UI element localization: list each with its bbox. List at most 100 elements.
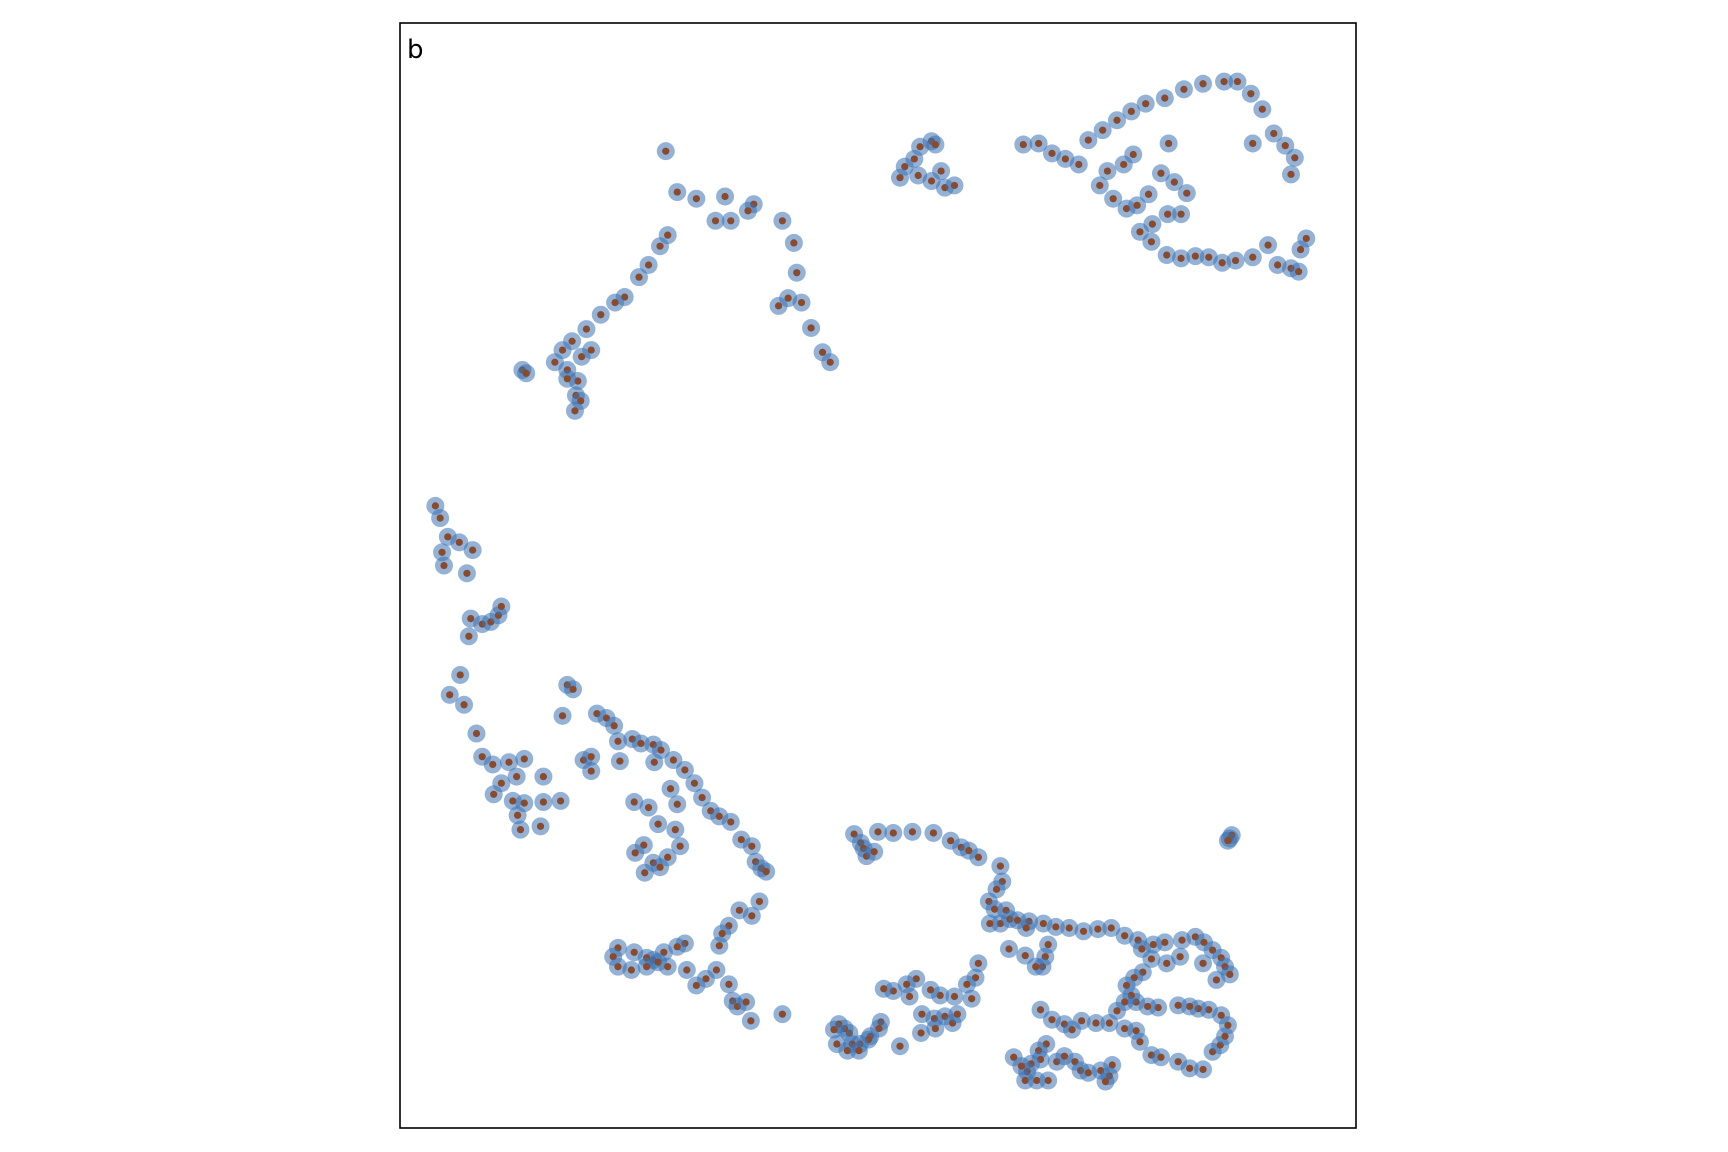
scatter-point-core	[950, 181, 959, 190]
scatter-point-core	[1084, 136, 1092, 144]
scatter-point-core	[889, 829, 897, 837]
scatter-point-core	[1212, 976, 1221, 984]
scatter-point-core	[947, 837, 955, 845]
scatter-point-core	[1065, 924, 1073, 932]
scatter-point-core	[1099, 126, 1107, 134]
scatter-point-core	[505, 758, 513, 766]
scatter-point-core	[558, 346, 567, 354]
scatter-point-core	[926, 986, 935, 994]
scatter-point-core	[478, 753, 486, 761]
cluster-G	[604, 892, 792, 1030]
scatter-point-core	[1120, 160, 1128, 169]
scatter-point-core	[1176, 953, 1184, 961]
scatter-point-core	[469, 546, 477, 554]
scatter-point-core	[778, 217, 787, 225]
scatter-point-core	[1258, 105, 1266, 113]
scatter-point-core	[587, 753, 595, 761]
scatter-point-core	[790, 239, 798, 247]
scatter-point-core	[536, 822, 545, 830]
scatter-point-core	[1287, 170, 1295, 178]
scatter-point-core	[1035, 139, 1043, 148]
scatter-point-core	[456, 671, 464, 679]
scatter-point-core	[692, 195, 700, 203]
cluster-A	[656, 142, 840, 372]
scatter-point-core	[616, 757, 624, 765]
scatter-point-core	[1164, 210, 1172, 218]
scatter-point-core	[1113, 116, 1121, 124]
scatter-point-core	[671, 826, 679, 834]
scatter-point-core	[1281, 142, 1289, 150]
scatter-point-core	[614, 737, 622, 745]
scatter-point-core	[1199, 1065, 1207, 1074]
scatter-point-core	[1021, 1076, 1029, 1085]
scatter-point-core	[551, 358, 559, 366]
scatter-point-core	[666, 785, 675, 793]
cluster-C	[890, 132, 964, 197]
scatter-point-core	[784, 294, 792, 302]
scatter-point-core	[631, 849, 639, 857]
scatter-point-core	[1226, 970, 1234, 979]
scatter-point-core	[1103, 167, 1112, 175]
scatter-point-core	[1221, 1032, 1229, 1040]
scatter-point-core	[1017, 1062, 1025, 1070]
plot-frame	[399, 22, 1357, 1129]
scatter-point-core	[875, 1024, 883, 1033]
scatter-point-core	[931, 140, 939, 149]
scatter-point-core	[1132, 1027, 1140, 1035]
scatter-point-core	[1161, 94, 1169, 102]
scatter-point-core	[463, 569, 471, 577]
scatter-point-core	[656, 242, 664, 250]
scatter-point-core	[1105, 1019, 1113, 1027]
scatter-point-core	[1186, 1064, 1194, 1072]
scatter-point-core	[569, 685, 577, 693]
scatter-point-core	[1174, 1058, 1182, 1066]
scatter-point-core	[1165, 139, 1173, 148]
scatter-point-core	[748, 912, 756, 920]
scatter-point-core	[1147, 955, 1156, 963]
scatter-point-core	[683, 966, 691, 974]
scatter-point-core	[1013, 916, 1022, 924]
scatter-point-core	[1108, 1061, 1116, 1069]
scatter-point-core	[1121, 998, 1129, 1006]
scatter-point-core	[727, 217, 735, 225]
scatter-point-core	[444, 533, 452, 541]
scatter-point-core	[582, 325, 591, 333]
scatter-point-core	[901, 163, 909, 171]
scatter-point-core	[1075, 160, 1083, 169]
scatter-point-core	[597, 311, 605, 319]
scatter-point-core	[965, 847, 973, 855]
scatter-point-core	[986, 919, 994, 928]
scatter-point-core	[1191, 252, 1199, 260]
scatter-point-core	[1199, 80, 1207, 88]
scatter-point-core	[1044, 1076, 1052, 1085]
cluster-B	[513, 226, 677, 420]
scatter-point-core	[1084, 1069, 1092, 1077]
scatter-point-core	[465, 632, 473, 640]
scatter-point-core	[692, 981, 700, 990]
scatter-point-core	[1005, 945, 1013, 953]
scatter-point-core	[660, 948, 668, 956]
scatter-point-core	[793, 269, 801, 277]
scatter-point-core	[539, 798, 548, 806]
scatter-point-core	[1079, 927, 1088, 935]
scatter-point-core	[1186, 1002, 1194, 1011]
scatter-point-core	[497, 779, 505, 787]
scatter-point-core	[1217, 1011, 1225, 1019]
cluster-D	[1014, 72, 1316, 281]
scatter-point-core	[1078, 1017, 1086, 1025]
scatter-point-core	[673, 800, 681, 808]
scatter-point-core	[1048, 149, 1056, 157]
scatter-point-core	[1274, 261, 1282, 269]
scatter-point-core	[937, 167, 945, 175]
cluster-I	[1004, 986, 1237, 1091]
scatter-point-core	[520, 799, 528, 807]
scatter-point-core	[690, 779, 699, 787]
scatter-point-core	[1061, 155, 1069, 163]
scatter-point-core	[918, 1010, 926, 1018]
scatter-point-core	[1233, 77, 1242, 86]
scatter-point-core	[681, 766, 689, 774]
scatter-point-core	[637, 739, 645, 748]
scatter-point-core	[643, 963, 651, 971]
scatter-point-core	[673, 943, 681, 951]
